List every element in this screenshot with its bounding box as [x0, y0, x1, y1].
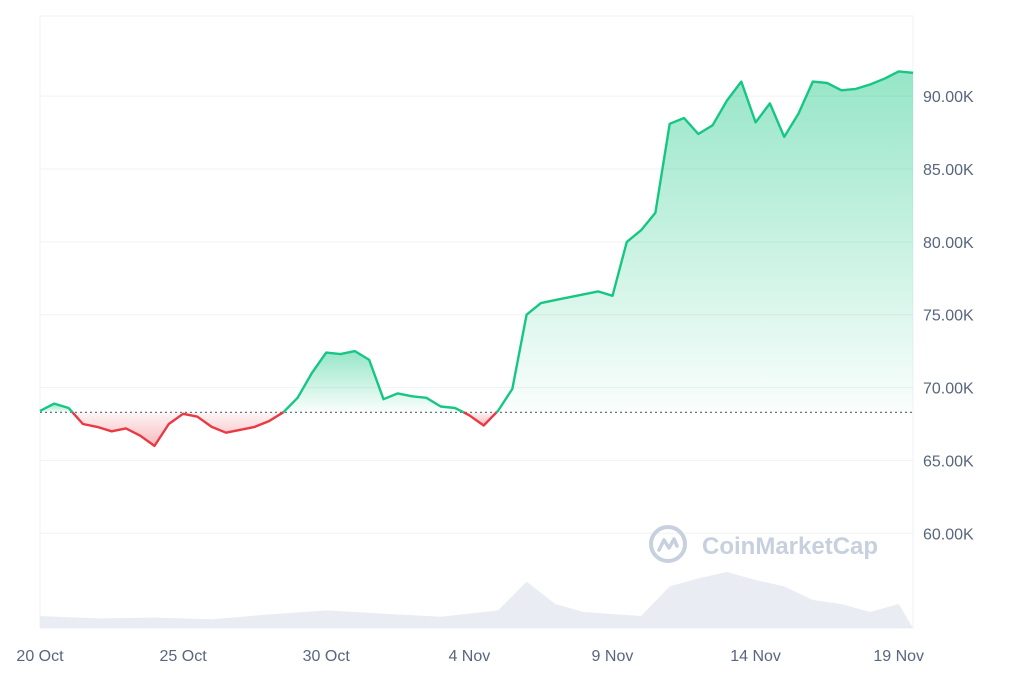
watermark-text: CoinMarketCap	[702, 533, 878, 560]
price-line-down	[463, 411, 498, 427]
y-axis: 90.00K 85.00K 80.00K 75.00K 70.00K 65.00K 60.0…	[923, 89, 974, 543]
x-tick-label: 14 Nov	[730, 648, 781, 665]
x-tick-label: 25 Oct	[160, 648, 208, 665]
price-fill-down	[463, 412, 497, 426]
price-fill	[40, 71, 913, 446]
y-tick-label: 75.00K	[923, 308, 974, 325]
price-line-up	[39, 402, 74, 414]
coinmarketcap-logo-icon	[649, 525, 687, 563]
x-tick-label: 9 Nov	[592, 648, 634, 665]
x-tick-label: 30 Oct	[303, 648, 351, 665]
y-tick-label: 60.00K	[923, 526, 974, 543]
volume-area-shape	[40, 572, 913, 628]
y-tick-label: 70.00K	[923, 381, 974, 398]
price-fill-up	[496, 71, 913, 413]
price-line-up	[282, 349, 465, 414]
y-tick-label: 65.00K	[923, 453, 974, 470]
y-tick-label: 90.00K	[923, 89, 974, 106]
x-axis: 20 Oct 25 Oct 30 Oct 4 Nov 9 Nov 14 Nov 19 Nov	[16, 648, 924, 665]
price-fill-up	[40, 403, 73, 413]
x-tick-label: 19 Nov	[873, 648, 924, 665]
price-line-up	[495, 70, 914, 414]
y-tick-label: 85.00K	[923, 162, 974, 179]
watermark: CoinMarketCap	[649, 525, 878, 563]
price-fill-down	[72, 412, 284, 446]
price-line	[39, 70, 914, 448]
price-line-down	[71, 411, 284, 448]
x-tick-label: 20 Oct	[16, 648, 64, 665]
y-tick-label: 80.00K	[923, 235, 974, 252]
volume-area	[40, 572, 913, 628]
x-tick-label: 4 Nov	[448, 648, 490, 665]
